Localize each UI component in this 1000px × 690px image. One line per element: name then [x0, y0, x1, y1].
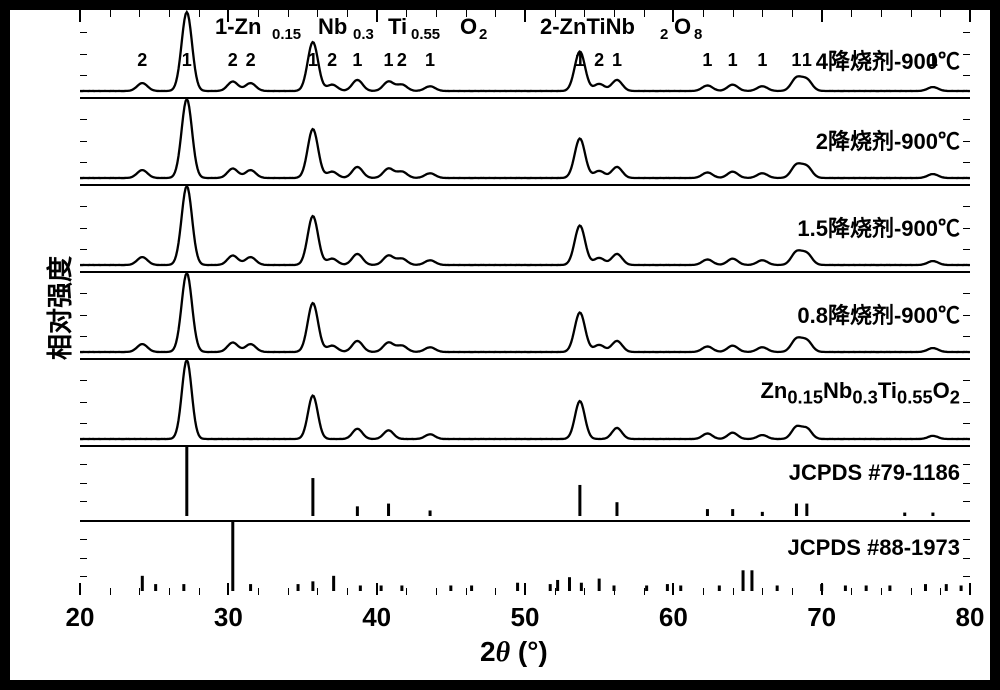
reference-bar: [231, 522, 234, 591]
x-tick-label: 80: [956, 602, 985, 633]
reference-bar: [945, 584, 948, 591]
reference-bar: [185, 447, 188, 516]
phase-legend-segment: 1-Zn: [215, 14, 261, 40]
peak-label: 1: [757, 50, 767, 71]
reference-bar: [598, 579, 601, 591]
panel-label: 0.8降烧剂-900℃: [797, 298, 960, 330]
x-tick-label: 40: [362, 602, 391, 633]
panel-label: 2降烧剂-900℃: [816, 124, 960, 156]
phase-legend-segment: 2: [479, 26, 487, 43]
reference-bar: [356, 506, 359, 516]
reference-bar: [549, 584, 552, 591]
reference-bar: [154, 584, 157, 591]
peak-label: 1: [182, 50, 192, 71]
phase-legend-segment: Ti: [388, 14, 407, 40]
reference-bar: [645, 585, 648, 591]
reference-bar: [865, 585, 868, 591]
reference-bar: [332, 576, 335, 591]
peak-label: 1: [575, 50, 585, 71]
panel-label: Zn0.15Nb0.3Ti0.55O2: [760, 378, 960, 408]
peak-label: 2: [594, 50, 604, 71]
reference-bar: [718, 585, 721, 591]
reference-bar: [844, 585, 847, 591]
peak-label: 1: [791, 50, 801, 71]
peak-label: 1: [425, 50, 435, 71]
phase-legend-segment: 8: [694, 26, 702, 43]
reference-bar: [706, 509, 709, 516]
peak-label: 2: [397, 50, 407, 71]
panel-label: JCPDS #88-1973: [788, 535, 960, 561]
reference-bar: [761, 512, 764, 516]
phase-legend-segment: 2-ZnTiNb: [540, 14, 635, 40]
reference-bar: [449, 585, 452, 591]
reference-bar: [795, 504, 798, 516]
reference-bar: [311, 581, 314, 591]
panel-label: JCPDS #79-1186: [789, 460, 960, 486]
reference-bar: [805, 504, 808, 516]
peak-label: 1: [612, 50, 622, 71]
reference-bar: [249, 584, 252, 591]
reference-bar: [387, 504, 390, 516]
peak-label: 1: [702, 50, 712, 71]
reference-bar: [679, 585, 682, 591]
phase-legend-segment: O: [460, 14, 477, 40]
phase-legend-segment: 0.15: [272, 26, 301, 43]
reference-bar: [516, 583, 519, 591]
peak-label: 2: [137, 50, 147, 71]
reference-bar: [359, 585, 362, 591]
x-tick-label: 70: [807, 602, 836, 633]
xrd-chart: 203040506070802θ (°)相对强度1-Zn0.15Nb0.3Ti0…: [0, 0, 1000, 690]
reference-bar: [615, 502, 618, 516]
panel-label: 1.5降烧剂-900℃: [797, 211, 960, 243]
phase-legend-segment: 0.3: [353, 26, 374, 43]
reference-bar: [903, 513, 906, 516]
peak-label: 1: [384, 50, 394, 71]
phase-legend-segment: Nb: [318, 14, 347, 40]
x-tick-label: 60: [659, 602, 688, 633]
peak-label: 1: [728, 50, 738, 71]
peak-label: 1: [928, 50, 938, 71]
reference-bar: [568, 577, 571, 591]
peak-label: 2: [246, 50, 256, 71]
reference-bar: [470, 585, 473, 591]
reference-bar: [182, 584, 185, 591]
x-axis-label: 2θ (°): [480, 636, 548, 669]
reference-bar: [429, 510, 432, 516]
reference-bar: [924, 584, 927, 591]
reference-bar: [666, 584, 669, 591]
phase-legend-segment: 2: [660, 26, 668, 43]
reference-bar: [556, 580, 559, 591]
reference-bar: [931, 513, 934, 516]
reference-bar: [400, 585, 403, 591]
reference-bar: [731, 509, 734, 516]
peak-label: 1: [802, 50, 812, 71]
reference-bar: [141, 576, 144, 591]
reference-bar: [297, 584, 300, 591]
phase-legend-segment: O: [674, 14, 691, 40]
x-tick-label: 20: [66, 602, 95, 633]
reference-bar: [578, 485, 581, 516]
reference-bar: [311, 478, 314, 516]
x-tick-label: 50: [511, 602, 540, 633]
y-axis-label: 相对强度: [40, 256, 77, 360]
peak-label: 2: [228, 50, 238, 71]
reference-bar: [960, 585, 963, 591]
panel-label: 4降烧剂-900℃: [816, 44, 960, 76]
reference-bar: [888, 585, 891, 591]
phase-legend-segment: 0.55: [411, 26, 440, 43]
reference-bar: [580, 583, 583, 591]
peak-label: 1: [308, 50, 318, 71]
x-tick-label: 30: [214, 602, 243, 633]
peak-label: 1: [352, 50, 362, 71]
reference-bar: [776, 585, 779, 591]
reference-bar: [820, 584, 823, 591]
reference-bar: [750, 570, 753, 591]
reference-bar: [380, 585, 383, 591]
peak-label: 2: [327, 50, 337, 71]
reference-bar: [613, 585, 616, 591]
reference-bar: [742, 570, 745, 591]
